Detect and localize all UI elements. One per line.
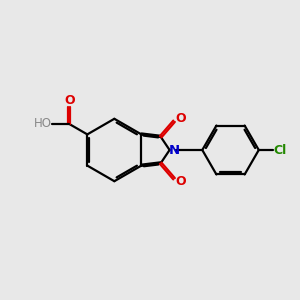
Text: HO: HO bbox=[34, 117, 52, 130]
Text: N: N bbox=[169, 143, 180, 157]
Text: O: O bbox=[175, 175, 186, 188]
Text: Cl: Cl bbox=[273, 143, 286, 157]
Text: O: O bbox=[175, 112, 186, 125]
Text: O: O bbox=[64, 94, 75, 107]
